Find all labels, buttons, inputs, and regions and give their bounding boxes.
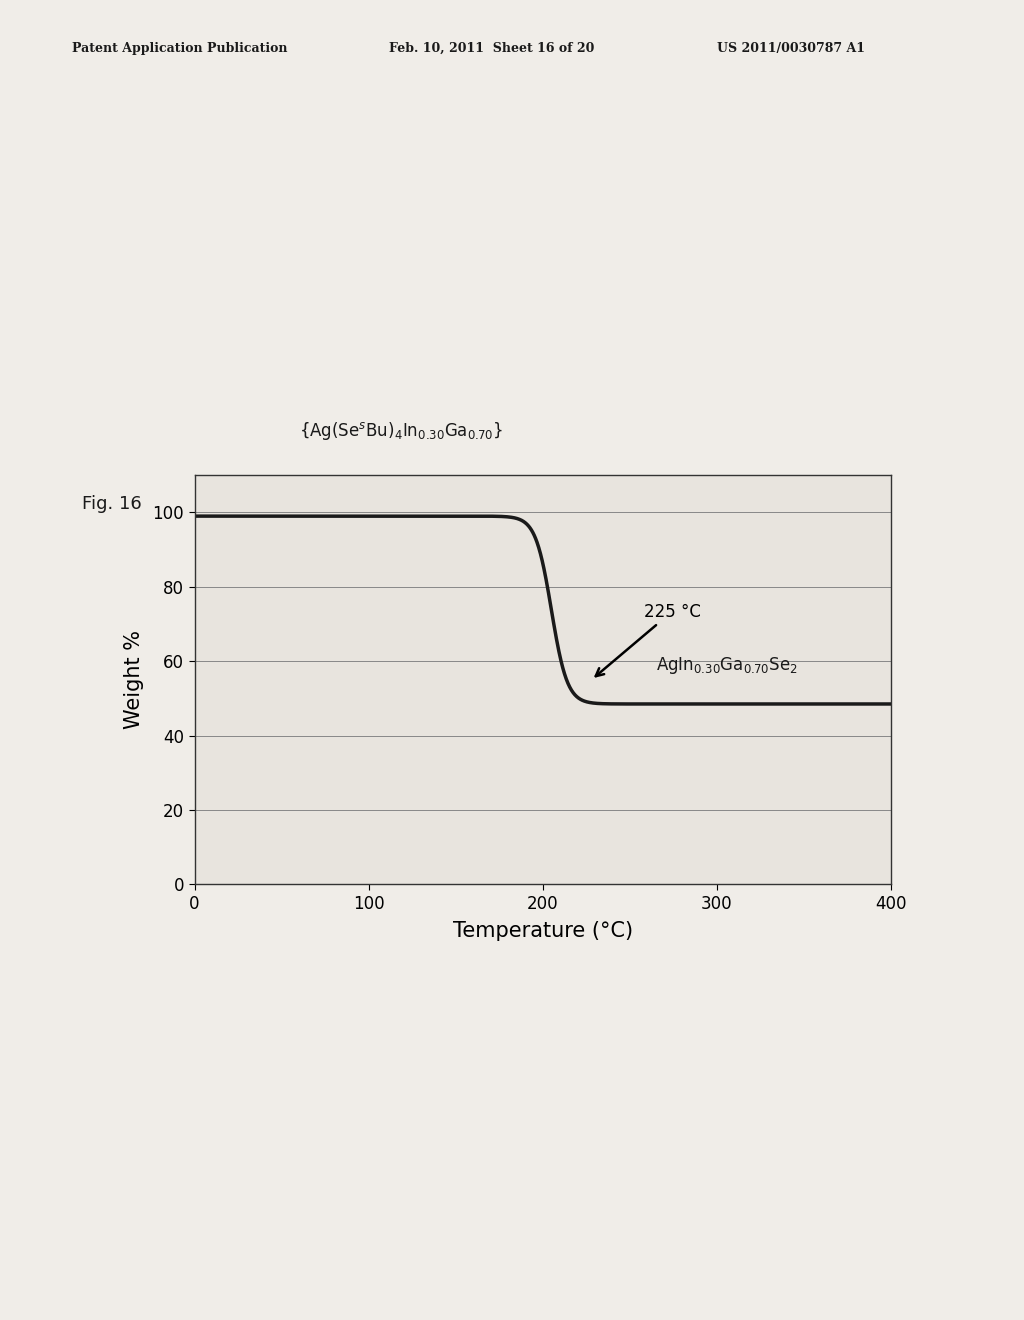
Text: US 2011/0030787 A1: US 2011/0030787 A1	[717, 42, 865, 55]
Text: {Ag(Se$^s$Bu)$_4$In$_{0.30}$Ga$_{0.70}$}: {Ag(Se$^s$Bu)$_4$In$_{0.30}$Ga$_{0.70}$}	[299, 421, 504, 442]
X-axis label: Temperature (°C): Temperature (°C)	[453, 921, 633, 941]
Text: 225 °C: 225 °C	[596, 602, 700, 676]
Text: Feb. 10, 2011  Sheet 16 of 20: Feb. 10, 2011 Sheet 16 of 20	[389, 42, 595, 55]
Text: Patent Application Publication: Patent Application Publication	[72, 42, 287, 55]
Y-axis label: Weight %: Weight %	[124, 630, 144, 729]
Text: AgIn$_{0.30}$Ga$_{0.70}$Se$_2$: AgIn$_{0.30}$Ga$_{0.70}$Se$_2$	[656, 655, 798, 676]
Text: Fig. 16: Fig. 16	[82, 495, 141, 513]
